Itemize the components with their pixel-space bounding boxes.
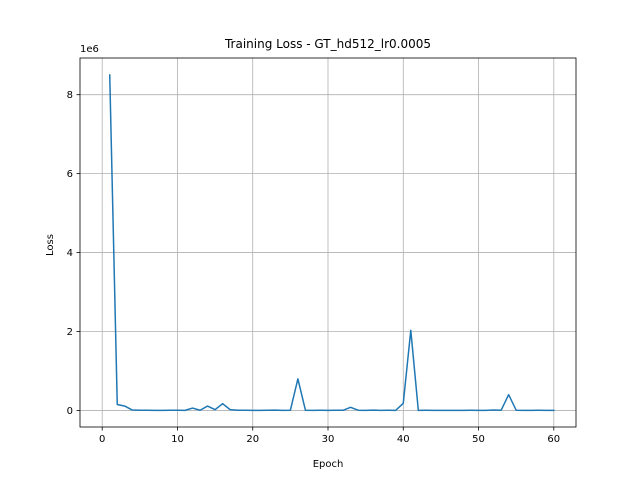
grid-lines [80,58,576,427]
x-axis-label: Epoch [313,459,344,470]
x-tick-label: 40 [397,434,410,445]
x-tick-label: 0 [99,434,105,445]
series-layer [108,74,555,412]
x-tick-label: 50 [472,434,485,445]
x-tick-label: 20 [246,434,259,445]
y-tick-label: 0 [67,406,73,417]
y-tick-label: 8 [67,90,73,101]
y-tick-label: 4 [67,248,73,259]
y-axis-offset-label: 1e6 [80,44,99,55]
y-tick-label: 6 [67,169,73,180]
y-axis-label: Loss [45,234,56,256]
x-tick-label: 60 [547,434,560,445]
chart-title: Training Loss - GT_hd512_lr0.0005 [224,37,431,51]
y-tick-label: 2 [67,327,73,338]
series-line [108,74,555,412]
x-tick-label: 10 [171,434,184,445]
x-tick-label: 30 [322,434,335,445]
axis-ticks: 0 10 20 30 40 50 60 0 2 4 6 8 [67,90,561,445]
